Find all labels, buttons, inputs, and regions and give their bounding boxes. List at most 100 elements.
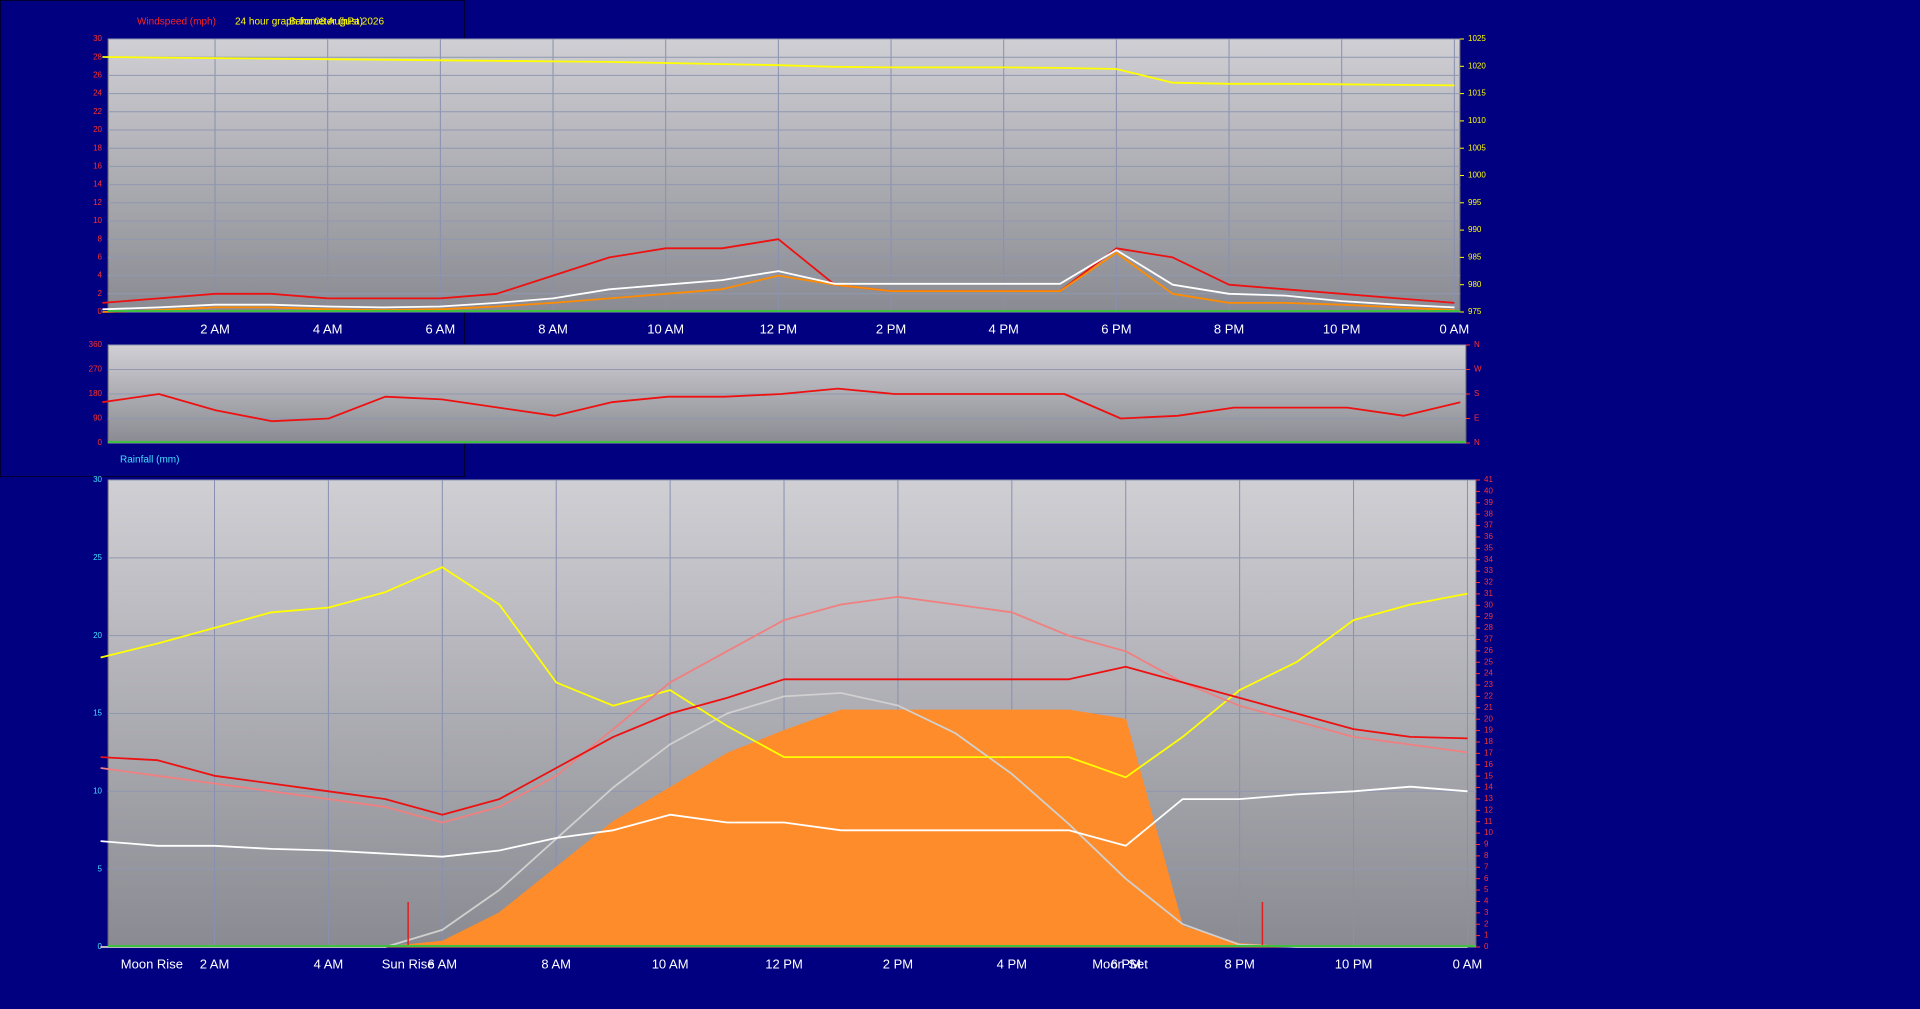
line: [100, 595, 1468, 824]
y-tick-label: 180: [89, 389, 103, 398]
y2-tick-label: 6: [1484, 874, 1489, 883]
y2-tick-label: 985: [1468, 253, 1482, 262]
y2-tick-label: 26: [1484, 646, 1493, 655]
y-tick-label: 4: [98, 271, 103, 280]
y2-tick-label: 30: [1484, 600, 1493, 609]
x-tick-label: 2 AM: [200, 956, 230, 971]
y2-tick-label: N: [1474, 438, 1480, 447]
x-tick-label: 8 PM: [1214, 321, 1244, 336]
y2-tick-label: 1005: [1468, 143, 1486, 152]
y2-tick-label: 19: [1484, 726, 1493, 735]
y2-tick-label: 0: [1484, 942, 1489, 951]
annotation: Sun Rise: [382, 956, 435, 971]
annotation: Moon Rise: [121, 956, 183, 971]
x-tick-label: 4 AM: [313, 321, 343, 336]
y2-tick-label: 29: [1484, 612, 1493, 621]
y2-tick-label: 34: [1484, 555, 1493, 564]
y2-tick-label: 36: [1484, 532, 1493, 541]
y-tick-label: 12: [93, 198, 102, 207]
y-tick-label: 20: [93, 631, 102, 640]
y-tick-label: 2: [98, 289, 103, 298]
y2-tick-label: 17: [1484, 748, 1493, 757]
y2-tick-label: 995: [1468, 198, 1482, 207]
y2-tick-label: 40: [1484, 486, 1493, 495]
y2-tick-label: 22: [1484, 692, 1493, 701]
x-tick-label: 0 AM: [1453, 956, 1483, 971]
x-tick-label: 12 PM: [760, 321, 798, 336]
y2-tick-label: 37: [1484, 521, 1493, 530]
x-tick-label: 6 AM: [426, 321, 456, 336]
y2-tick-label: W: [1474, 365, 1482, 374]
y-tick-label: 90: [93, 414, 102, 423]
y2-tick-label: 1: [1484, 931, 1489, 940]
y2-tick-label: 38: [1484, 509, 1493, 518]
y2-tick-label: 27: [1484, 635, 1493, 644]
y2-tick-label: N: [1474, 340, 1480, 349]
line: [102, 251, 1455, 313]
y-tick-label: 270: [89, 365, 103, 374]
line: [102, 387, 1461, 423]
y2-tick-label: 990: [1468, 225, 1482, 234]
y2-tick-label: 16: [1484, 760, 1493, 769]
x-tick-label: 6 PM: [1101, 321, 1131, 336]
y2-tick-label: 975: [1468, 307, 1482, 316]
x-tick-label: 2 PM: [876, 321, 906, 336]
wind-axis-label: Windspeed (mph): [137, 17, 216, 28]
y2-tick-label: 10: [1484, 828, 1493, 837]
y2-tick-label: 8: [1484, 851, 1489, 860]
line: [102, 249, 1455, 311]
line: [102, 238, 1455, 304]
y-tick-label: 20: [93, 125, 102, 134]
y2-tick-label: 35: [1484, 543, 1493, 552]
line: [100, 665, 1468, 816]
y2-tick-label: 24: [1484, 669, 1493, 678]
y2-tick-label: 20: [1484, 714, 1493, 723]
line: [100, 785, 1468, 858]
y2-tick-label: 3: [1484, 908, 1489, 917]
y2-tick-label: 2: [1484, 919, 1489, 928]
y2-tick-label: 12: [1484, 805, 1493, 814]
y-tick-label: 8: [98, 234, 103, 243]
y-tick-label: 14: [93, 180, 102, 189]
y-tick-label: 10: [93, 216, 102, 225]
y2-tick-label: S: [1474, 389, 1479, 398]
y2-tick-label: 1015: [1468, 89, 1486, 98]
y2-tick-label: 1020: [1468, 61, 1486, 70]
line: [102, 56, 1455, 87]
x-tick-label: 8 AM: [541, 956, 571, 971]
x-tick-label: 0 AM: [1440, 321, 1470, 336]
x-tick-label: 10 AM: [647, 321, 684, 336]
y2-tick-label: 13: [1484, 794, 1493, 803]
y2-tick-label: 1025: [1468, 34, 1486, 43]
x-tick-label: 4 PM: [997, 956, 1027, 971]
y2-tick-label: 5: [1484, 885, 1489, 894]
y-tick-label: 360: [89, 340, 103, 349]
y2-tick-label: 7: [1484, 862, 1489, 871]
y2-tick-label: 31: [1484, 589, 1493, 598]
y-tick-label: 6: [98, 253, 103, 262]
y2-tick-label: 980: [1468, 280, 1482, 289]
y-tick-label: 0: [98, 942, 103, 951]
plot-area: [107, 38, 1461, 313]
y2-tick-label: 4: [1484, 897, 1489, 906]
y2-tick-label: 23: [1484, 680, 1493, 689]
pressure-axis-label: Barometer (hPa): [289, 17, 363, 28]
x-tick-label: 2 AM: [200, 321, 230, 336]
y2-tick-label: 15: [1484, 771, 1493, 780]
y2-tick-label: 41: [1484, 475, 1493, 484]
y-tick-label: 25: [93, 553, 102, 562]
y2-tick-label: 32: [1484, 578, 1493, 587]
y2-tick-label: 28: [1484, 623, 1493, 632]
y-tick-label: 30: [93, 475, 102, 484]
y-tick-label: 5: [98, 864, 103, 873]
rain-axis-label: Rainfall (mm): [120, 455, 179, 466]
x-tick-label: 10 PM: [1323, 321, 1361, 336]
y-tick-label: 22: [93, 107, 102, 116]
x-tick-label: 6 AM: [427, 956, 457, 971]
x-tick-label: 4 PM: [989, 321, 1019, 336]
y-tick-label: 10: [93, 786, 102, 795]
y2-tick-label: 21: [1484, 703, 1493, 712]
x-tick-label: 8 AM: [538, 321, 568, 336]
